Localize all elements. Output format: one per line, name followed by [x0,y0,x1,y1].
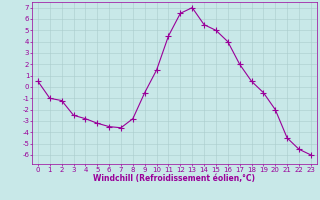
X-axis label: Windchill (Refroidissement éolien,°C): Windchill (Refroidissement éolien,°C) [93,174,255,183]
